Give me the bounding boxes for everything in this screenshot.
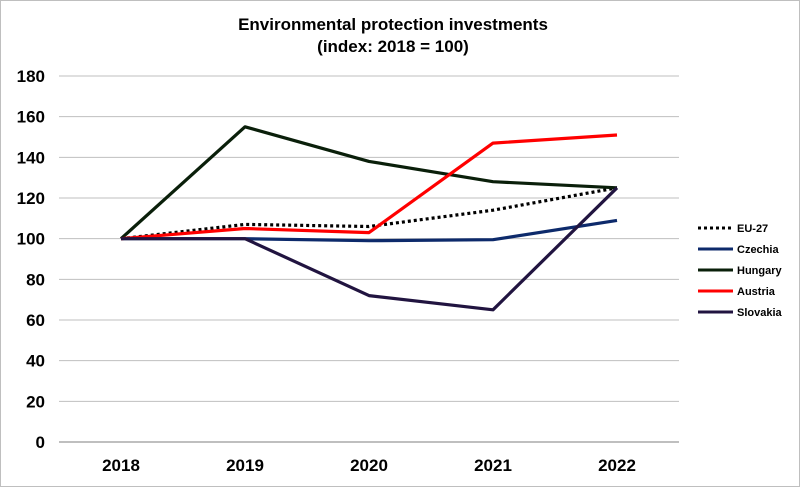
legend-label-eu-27: EU-27 <box>737 223 768 235</box>
legend: EU-27 Czechia Hungary Austria Slovakia <box>698 223 783 319</box>
x-tick-label: 2022 <box>598 456 636 475</box>
y-tick-label: 0 <box>36 433 45 452</box>
x-tick-label: 2021 <box>474 456 512 475</box>
y-tick-label: 80 <box>26 270 45 289</box>
y-axis-ticks: 0 20 40 60 80 100 120 140 160 180 <box>17 67 45 452</box>
series-lines <box>119 125 619 312</box>
legend-label-czechia: Czechia <box>737 244 779 256</box>
x-tick-label: 2019 <box>226 456 264 475</box>
legend-label-slovakia: Slovakia <box>737 307 783 319</box>
legend-label-hungary: Hungary <box>737 265 783 277</box>
y-tick-label: 20 <box>26 392 45 411</box>
y-tick-label: 40 <box>26 352 45 371</box>
y-tick-label: 140 <box>17 148 45 167</box>
series-line-austria <box>120 133 618 241</box>
chart-subtitle: (index: 2018 = 100) <box>317 37 469 56</box>
series-line-slovakia <box>121 186 619 312</box>
chart-title: Environmental protection investments <box>238 15 548 34</box>
legend-label-austria: Austria <box>737 286 776 298</box>
x-tick-label: 2018 <box>102 456 140 475</box>
x-tick-label: 2020 <box>350 456 388 475</box>
y-tick-label: 160 <box>17 108 45 127</box>
x-axis-ticks: 2018 2019 2020 2021 2022 <box>102 456 636 475</box>
gridlines <box>59 75 679 443</box>
series-line-hungary <box>119 125 618 240</box>
y-tick-label: 60 <box>26 311 45 330</box>
y-tick-label: 180 <box>17 67 45 86</box>
y-tick-label: 120 <box>17 189 45 208</box>
y-tick-label: 100 <box>17 230 45 249</box>
series-line-eu-27 <box>120 186 618 241</box>
